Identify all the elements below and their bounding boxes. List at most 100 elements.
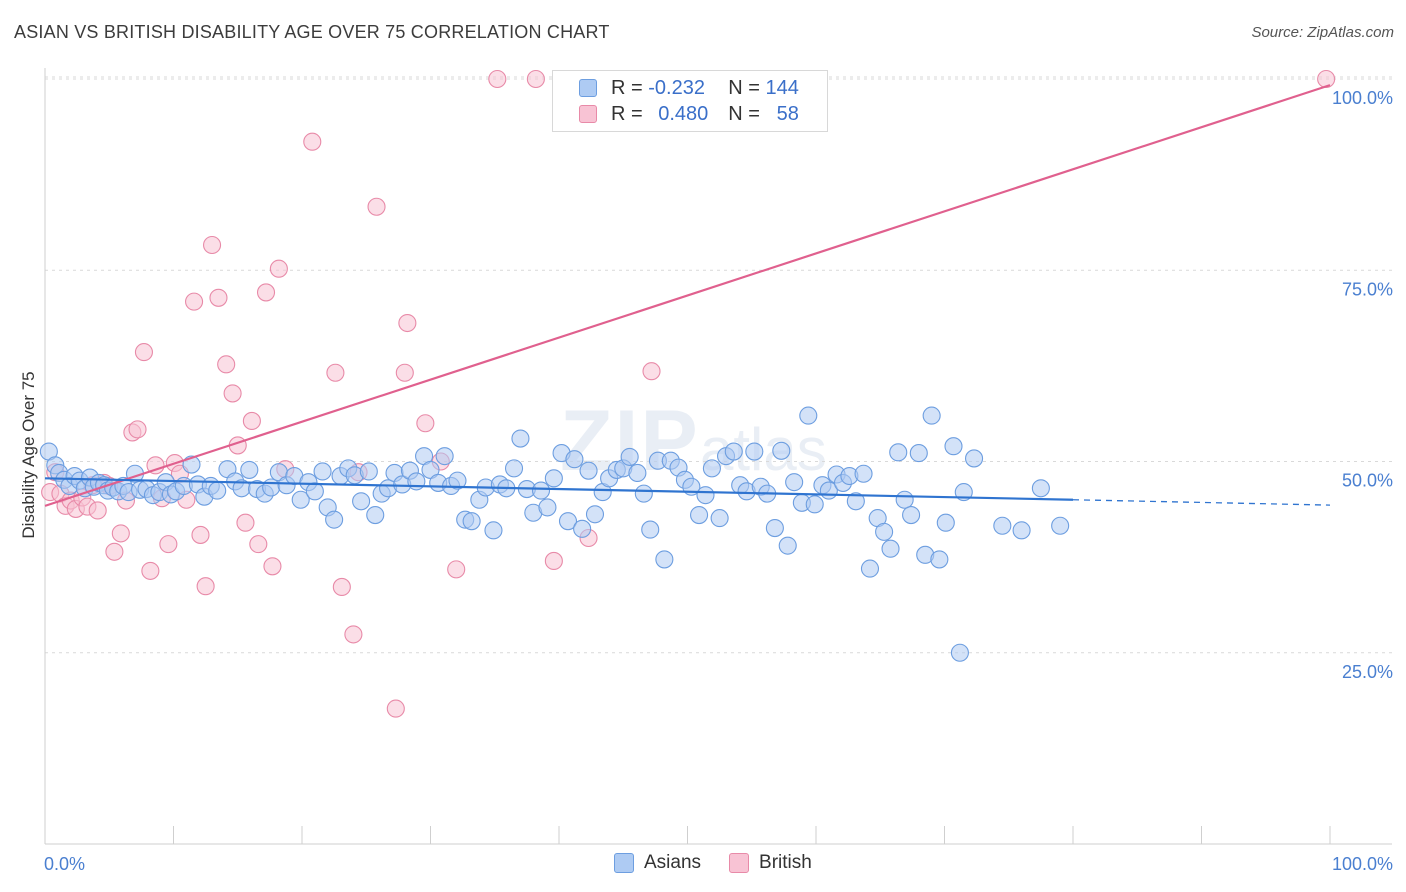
r-label: R = <box>611 102 643 125</box>
asians-point <box>805 495 824 514</box>
asians-point <box>909 444 928 463</box>
british-point <box>185 292 204 311</box>
asians-point <box>573 519 592 538</box>
y-axis-label: Disability Age Over 75 <box>19 371 38 538</box>
british-trend-line <box>44 84 1331 507</box>
asians-swatch <box>579 79 597 97</box>
asians-point <box>531 481 551 500</box>
british-point <box>88 501 107 520</box>
asians-point <box>359 462 378 481</box>
asians-point <box>565 450 584 469</box>
tick-labels: 25.0% 50.0% 75.0% 100.0% 0.0% 100.0% <box>44 88 1393 874</box>
british-point <box>488 69 507 89</box>
n-label: N = <box>728 102 760 125</box>
n-value: 58 <box>776 102 799 125</box>
british-point <box>217 355 236 374</box>
british-point <box>236 513 255 532</box>
asians-point <box>538 498 557 517</box>
legend-item-british[interactable]: British <box>729 852 812 874</box>
correlation-legend: R = -0.232 N = 144 R = 0.480 N = 58 <box>552 70 828 132</box>
british-point <box>326 363 345 382</box>
asians-point <box>895 490 914 509</box>
british-point <box>1317 69 1336 89</box>
asians-point <box>724 442 743 461</box>
asians-point <box>585 505 605 524</box>
asians-point <box>889 443 908 462</box>
british-point <box>209 288 228 307</box>
r-label: R = <box>611 76 643 99</box>
asians-point <box>208 481 227 500</box>
asians-point <box>950 643 969 662</box>
british-point <box>242 411 261 431</box>
asians-point <box>511 429 530 448</box>
chart-title: ASIAN VS BRITISH DISABILITY AGE OVER 75 … <box>14 22 610 42</box>
gridlines <box>45 76 1392 654</box>
asians-point <box>262 478 281 497</box>
asians-point <box>1031 479 1050 498</box>
asians-point <box>854 464 873 483</box>
legend-row-british: R = 0.480 N = 58 <box>579 101 799 127</box>
asians-swatch <box>614 853 634 873</box>
asians-point <box>313 462 332 481</box>
legend-item-asians[interactable]: Asians <box>614 852 701 874</box>
chart-source: Source: ZipAtlas.com <box>1251 24 1394 41</box>
british-point <box>544 551 563 571</box>
british-point <box>344 625 363 644</box>
asians-point <box>655 550 674 569</box>
y-tick-label: 100.0% <box>1332 88 1393 108</box>
asians-point <box>634 484 653 503</box>
asians-point <box>772 441 791 460</box>
british-point <box>146 456 165 475</box>
r-value: -0.232 <box>648 76 705 99</box>
british-point <box>134 343 153 362</box>
asians-point <box>702 459 721 478</box>
british-point <box>642 362 661 381</box>
asians-point <box>305 482 324 501</box>
british-point <box>196 577 215 596</box>
asians-trend-extension <box>1072 499 1331 506</box>
asians-point <box>690 505 709 525</box>
asians-point <box>1012 521 1031 540</box>
british-point <box>141 561 160 580</box>
asians-point <box>544 469 563 488</box>
british-point <box>263 557 282 576</box>
british-point <box>191 525 210 544</box>
asians-point <box>993 516 1012 535</box>
r-value: 0.480 <box>658 102 709 125</box>
legend-label-british: British <box>759 852 812 873</box>
british-point <box>269 259 288 278</box>
asians-point <box>291 490 310 509</box>
british-point <box>447 560 466 579</box>
asians-point <box>778 536 797 555</box>
british-point <box>256 283 276 302</box>
asians-point <box>628 463 647 483</box>
asians-point <box>846 492 865 511</box>
watermark: ZIP atlas <box>560 393 827 489</box>
asians-point <box>558 512 578 531</box>
asians-point <box>696 486 715 505</box>
asians-point <box>579 461 598 480</box>
british-point <box>416 414 435 433</box>
asians-point <box>785 473 804 492</box>
british-point <box>223 384 242 403</box>
asians-point <box>407 472 426 491</box>
british-point <box>249 535 268 554</box>
legend-label-asians: Asians <box>644 852 702 873</box>
x-tick-label: 100.0% <box>1332 854 1393 874</box>
legend-row-asians: R = -0.232 N = 144 <box>579 75 799 101</box>
british-point <box>159 535 178 554</box>
y-tick-label: 50.0% <box>1342 471 1393 491</box>
y-tick-label: 75.0% <box>1342 279 1393 299</box>
asians-point <box>860 559 880 578</box>
british-point <box>395 363 414 382</box>
british-point <box>332 577 351 597</box>
asians-point <box>944 437 963 456</box>
asians-point <box>1051 516 1070 535</box>
asians-point <box>710 509 729 528</box>
asians-point <box>484 521 503 540</box>
asians-point <box>462 512 481 531</box>
asians-point <box>799 406 818 425</box>
asians-point <box>765 519 784 538</box>
series-legend: Asians British <box>614 852 840 874</box>
